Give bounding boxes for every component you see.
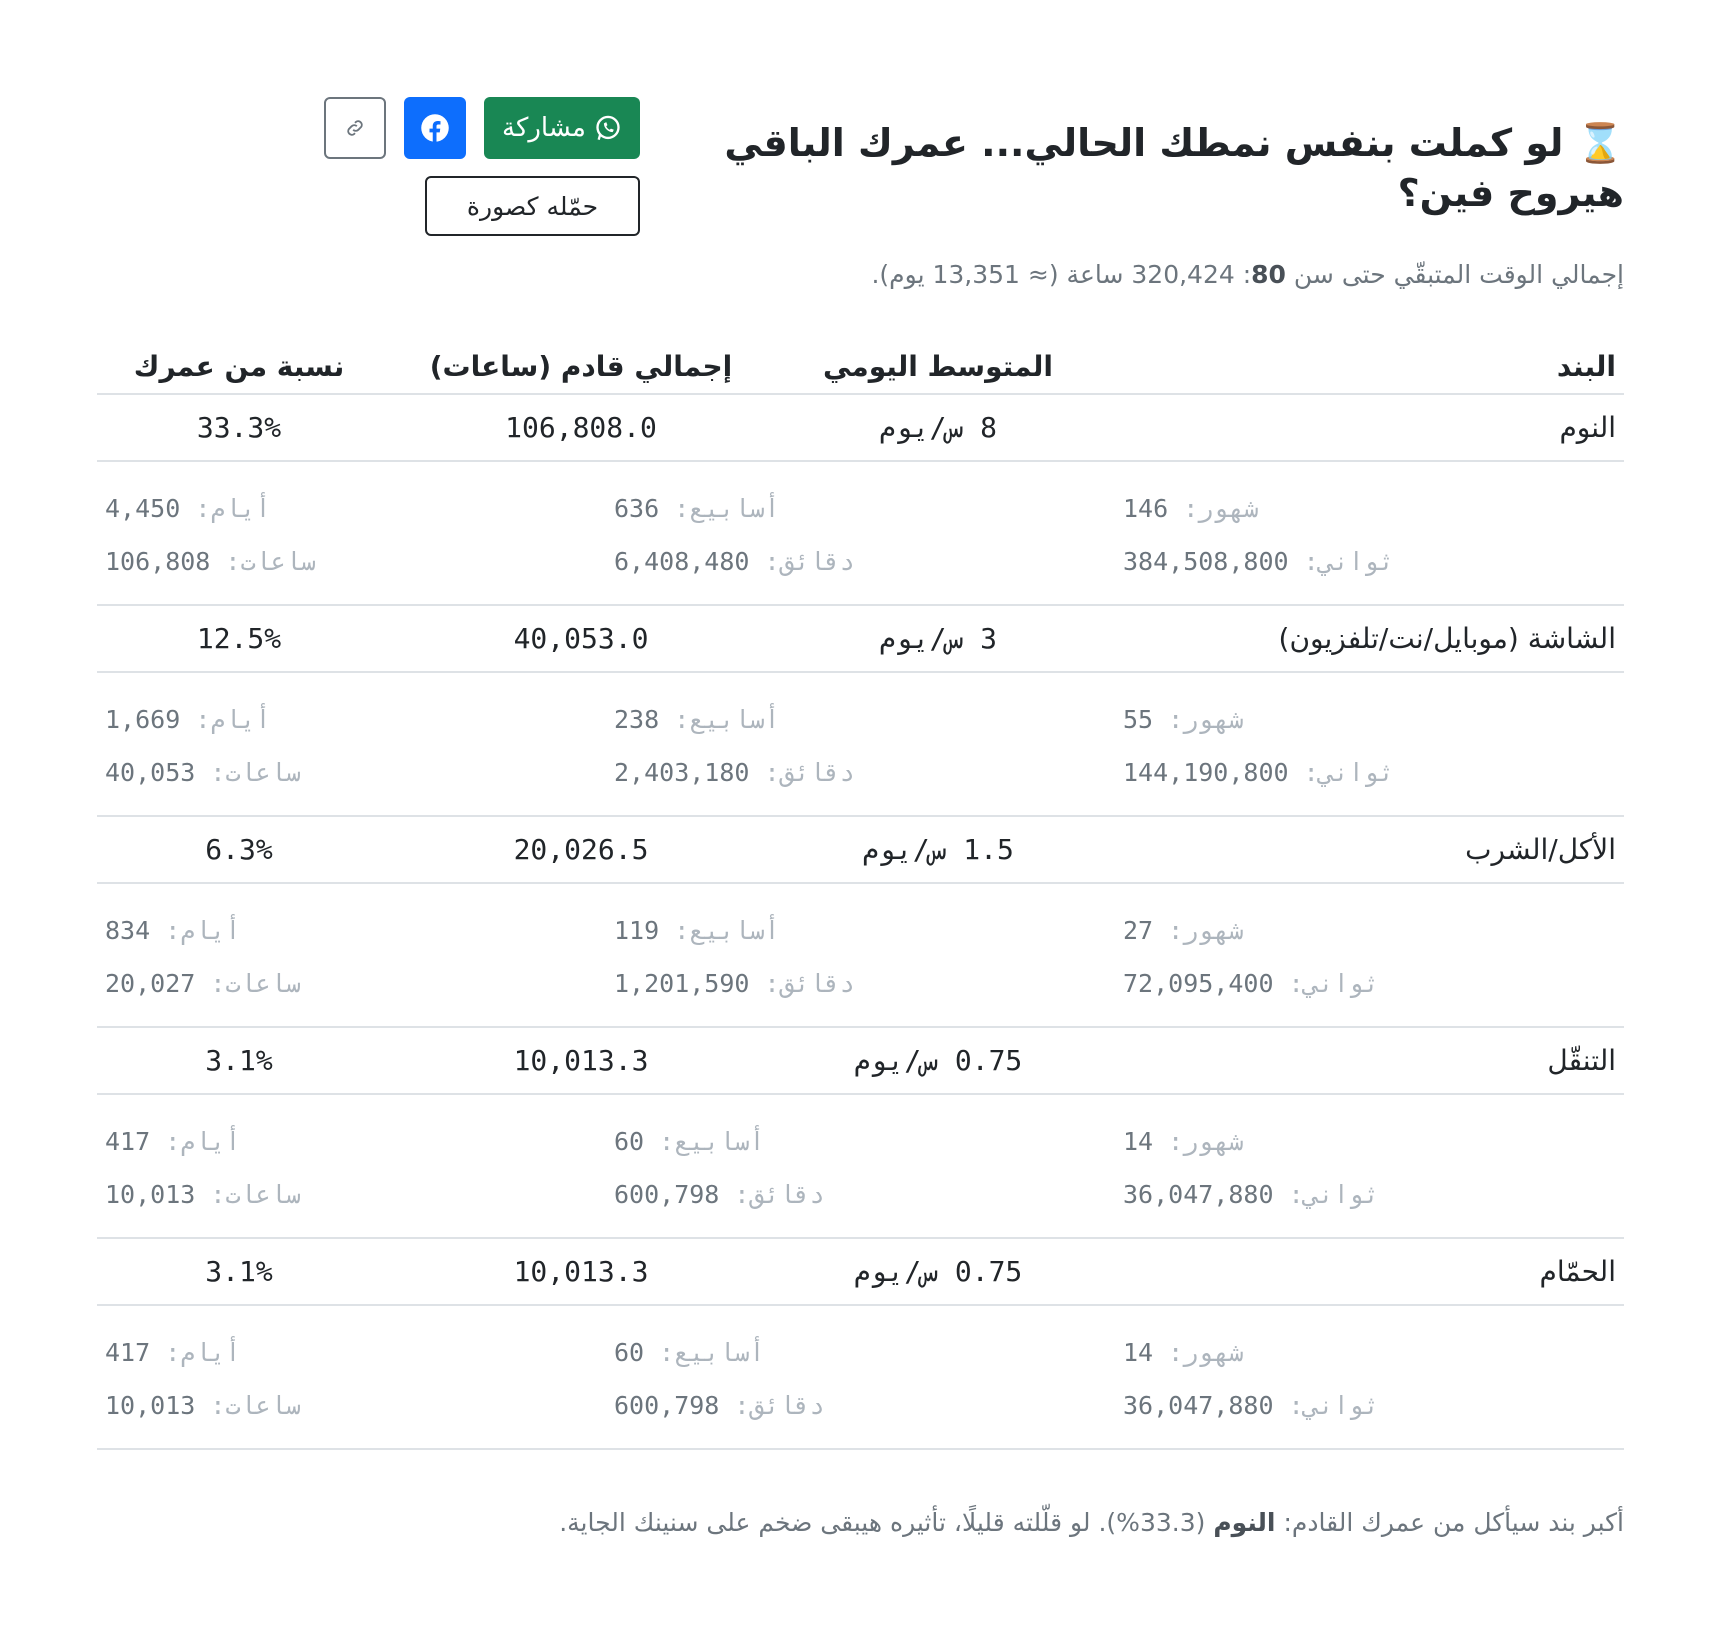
detail-row: شهور: 14 أسابيع: 60 أيام: 417 ثواني: 36,04…: [97, 1306, 1624, 1450]
percent: 33.3%: [196, 411, 282, 444]
detail-row: شهور: 27 أسابيع: 119 أيام: 834 ثواني: 72,0…: [97, 884, 1624, 1028]
item-name: الأكل/الشرب: [1465, 833, 1616, 866]
detail-seconds: ثواني: 144,190,800: [1123, 758, 1394, 787]
detail-weeks: أسابيع: 238: [614, 705, 780, 734]
whatsapp-icon: [596, 115, 620, 141]
detail-hours: ساعات: 20,027: [105, 969, 301, 998]
total-hours: 10,013.3: [513, 1255, 649, 1288]
header-percent: نسبة من عمرك: [133, 350, 345, 383]
detail-months: شهور: 146: [1123, 494, 1259, 523]
item-name: الشاشة (موبايل/نت/تلفزيون): [1278, 622, 1616, 655]
daily-avg: 0.75 س/يوم: [853, 1255, 1023, 1288]
detail-seconds: ثواني: 384,508,800: [1123, 547, 1394, 576]
percent: 6.3%: [205, 833, 273, 866]
detail-months: شهور: 27: [1123, 916, 1244, 945]
header-daily-avg: المتوسط اليومي: [823, 350, 1053, 383]
daily-avg: 1.5 س/يوم: [862, 833, 1014, 866]
detail-minutes: دقائق: 6,408,480: [614, 547, 855, 576]
footer-note: أكبر بند سيأكل من عمرك القادم: النوم (33…: [559, 1508, 1624, 1537]
detail-row: شهور: 55 أسابيع: 238 أيام: 1,669 ثواني: 14…: [97, 673, 1624, 817]
daily-avg: 8 س/يوم: [878, 411, 997, 444]
detail-hours: ساعات: 106,808: [105, 547, 316, 576]
detail-months: شهور: 55: [1123, 705, 1244, 734]
detail-days: أيام: 834: [105, 916, 241, 945]
detail-days: أيام: 417: [105, 1127, 241, 1156]
detail-minutes: دقائق: 600,798: [614, 1180, 825, 1209]
detail-seconds: ثواني: 72,095,400: [1123, 969, 1379, 998]
detail-months: شهور: 14: [1123, 1127, 1244, 1156]
detail-hours: ساعات: 10,013: [105, 1180, 301, 1209]
download-image-button[interactable]: حمّله كصورة: [425, 176, 640, 236]
detail-minutes: دقائق: 1,201,590: [614, 969, 855, 998]
table-row: التنقّل 0.75 س/يوم 10,013.3 3.1%: [97, 1028, 1624, 1095]
item-name: النوم: [1559, 411, 1616, 444]
detail-hours: ساعات: 40,053: [105, 758, 301, 787]
daily-avg: 3 س/يوم: [878, 622, 997, 655]
link-icon: [347, 120, 363, 136]
detail-weeks: أسابيع: 119: [614, 916, 780, 945]
item-name: الحمّام: [1539, 1255, 1616, 1288]
detail-row: شهور: 14 أسابيع: 60 أيام: 417 ثواني: 36,04…: [97, 1095, 1624, 1239]
total-hours: 40,053.0: [513, 622, 649, 655]
page-title: ⌛ لو كملت بنفس نمطك الحالي... عمرك الباق…: [724, 121, 1624, 215]
detail-seconds: ثواني: 36,047,880: [1123, 1391, 1379, 1420]
detail-minutes: دقائق: 600,798: [614, 1391, 825, 1420]
breakdown-table: البند المتوسط اليومي إجمالي قادم (ساعات)…: [97, 340, 1624, 1450]
share-whatsapp-button[interactable]: مشاركة: [484, 97, 640, 159]
table-row: الحمّام 0.75 س/يوم 10,013.3 3.1%: [97, 1239, 1624, 1306]
item-name: التنقّل: [1547, 1044, 1616, 1077]
copy-link-button[interactable]: [324, 97, 386, 159]
detail-days: أيام: 4,450: [105, 494, 271, 523]
summary-text: إجمالي الوقت المتبقّي حتى سن 80: 320,424…: [871, 260, 1624, 289]
header-item: البند: [1556, 350, 1616, 383]
table-header: البند المتوسط اليومي إجمالي قادم (ساعات)…: [97, 340, 1624, 395]
header-total-hours: إجمالي قادم (ساعات): [429, 350, 733, 383]
table-row: النوم 8 س/يوم 106,808.0 33.3%: [97, 395, 1624, 462]
detail-months: شهور: 14: [1123, 1338, 1244, 1367]
detail-weeks: أسابيع: 60: [614, 1127, 765, 1156]
share-facebook-button[interactable]: [404, 97, 466, 159]
detail-seconds: ثواني: 36,047,880: [1123, 1180, 1379, 1209]
table-row: الأكل/الشرب 1.5 س/يوم 20,026.5 6.3%: [97, 817, 1624, 884]
total-hours: 106,808.0: [505, 411, 657, 444]
percent: 12.5%: [196, 622, 282, 655]
table-row: الشاشة (موبايل/نت/تلفزيون) 3 س/يوم 40,05…: [97, 606, 1624, 673]
detail-weeks: أسابيع: 636: [614, 494, 780, 523]
hourglass-icon: ⌛: [1576, 121, 1624, 165]
detail-days: أيام: 417: [105, 1338, 241, 1367]
percent: 3.1%: [205, 1255, 273, 1288]
detail-weeks: أسابيع: 60: [614, 1338, 765, 1367]
percent: 3.1%: [205, 1044, 273, 1077]
facebook-icon: [421, 114, 449, 143]
detail-days: أيام: 1,669: [105, 705, 271, 734]
total-hours: 20,026.5: [513, 833, 649, 866]
detail-hours: ساعات: 10,013: [105, 1391, 301, 1420]
total-hours: 10,013.3: [513, 1044, 649, 1077]
detail-minutes: دقائق: 2,403,180: [614, 758, 855, 787]
daily-avg: 0.75 س/يوم: [853, 1044, 1023, 1077]
detail-row: شهور: 146 أسابيع: 636 أيام: 4,450 ثواني: 3…: [97, 462, 1624, 606]
